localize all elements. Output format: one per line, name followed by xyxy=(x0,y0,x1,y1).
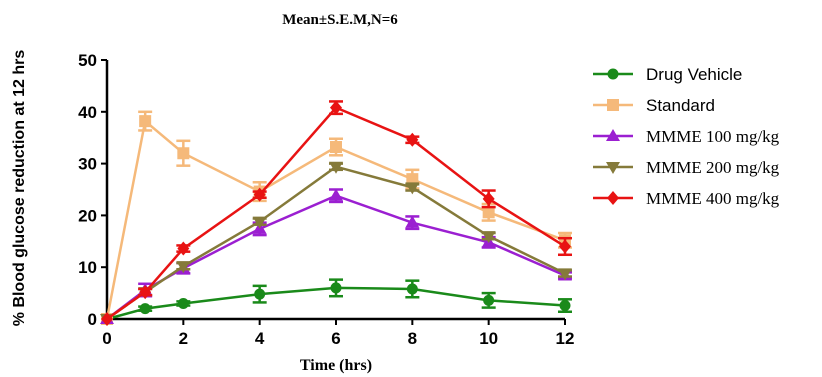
data-point xyxy=(405,182,420,195)
x-axis-label: Time (hrs) xyxy=(300,357,372,374)
legend-item: MMME 200 mg/kg xyxy=(593,158,780,177)
series-0 xyxy=(101,278,572,325)
data-point xyxy=(139,285,152,300)
data-point xyxy=(101,312,113,326)
x-tick-label: 6 xyxy=(331,329,340,348)
x-tick-label: 2 xyxy=(179,329,188,348)
series-line xyxy=(105,118,566,320)
data-point xyxy=(253,187,266,202)
legend-label: MMME 100 mg/kg xyxy=(646,127,780,146)
y-tick-label: 0 xyxy=(88,310,97,329)
data-point xyxy=(252,216,267,229)
data-point xyxy=(406,132,419,147)
legend-label: Drug Vehicle xyxy=(646,65,742,84)
data-point xyxy=(481,231,496,244)
plot-area xyxy=(100,100,572,326)
y-axis-label: % Blood glucose reduction at 12 hrs xyxy=(11,50,28,327)
data-point xyxy=(177,147,190,160)
data-point xyxy=(329,188,343,201)
data-point xyxy=(139,115,152,128)
legend-marker xyxy=(606,129,620,141)
data-point xyxy=(329,161,343,174)
data-point xyxy=(559,239,571,254)
data-point xyxy=(405,215,420,228)
data-point xyxy=(254,288,266,300)
data-point xyxy=(482,206,495,219)
x-tick-label: 4 xyxy=(255,329,265,348)
axes: 0 2 4 6 8 10 12 0 10 20 30 40 50 xyxy=(78,51,574,348)
data-point xyxy=(330,282,342,294)
data-point xyxy=(177,241,190,256)
data-point xyxy=(330,141,342,154)
y-tick-label: 20 xyxy=(78,206,97,225)
legend-label: MMME 400 mg/kg xyxy=(646,189,780,208)
series-2 xyxy=(100,188,572,324)
legend-item: Standard xyxy=(593,96,715,115)
chart-title: Mean±S.E.M,N=6 xyxy=(282,12,398,28)
x-tick-label: 8 xyxy=(408,329,417,348)
legend-item: MMME 400 mg/kg xyxy=(593,189,780,208)
data-point xyxy=(483,294,495,306)
y-tick-label: 40 xyxy=(78,103,97,122)
data-point xyxy=(330,100,342,115)
data-point xyxy=(139,303,151,315)
legend-marker xyxy=(606,162,620,174)
x-tick-label: 10 xyxy=(479,329,498,348)
y-tick-label: 10 xyxy=(78,258,97,277)
y-tick-label: 30 xyxy=(78,155,97,174)
series-4 xyxy=(101,100,572,326)
legend-label: Standard xyxy=(646,96,715,115)
legend: Drug Vehicle Standard MMME 100 mg/kg MMME 2… xyxy=(593,65,780,208)
y-tick-label: 50 xyxy=(78,51,97,70)
series-line xyxy=(106,106,566,321)
legend-label: MMME 200 mg/kg xyxy=(646,158,780,177)
x-tick-label: 12 xyxy=(556,329,575,348)
data-point xyxy=(406,283,418,295)
data-point xyxy=(176,261,191,274)
legend-marker xyxy=(607,191,619,205)
x-tick-label: 0 xyxy=(102,329,111,348)
data-point xyxy=(482,191,495,206)
legend-item: Drug Vehicle xyxy=(593,65,742,84)
legend-marker xyxy=(607,68,619,80)
legend-item: MMME 100 mg/kg xyxy=(593,127,780,146)
data-point xyxy=(177,297,189,309)
data-point xyxy=(406,173,419,186)
data-point xyxy=(558,268,572,281)
data-point xyxy=(559,300,571,312)
legend-marker xyxy=(607,99,619,111)
